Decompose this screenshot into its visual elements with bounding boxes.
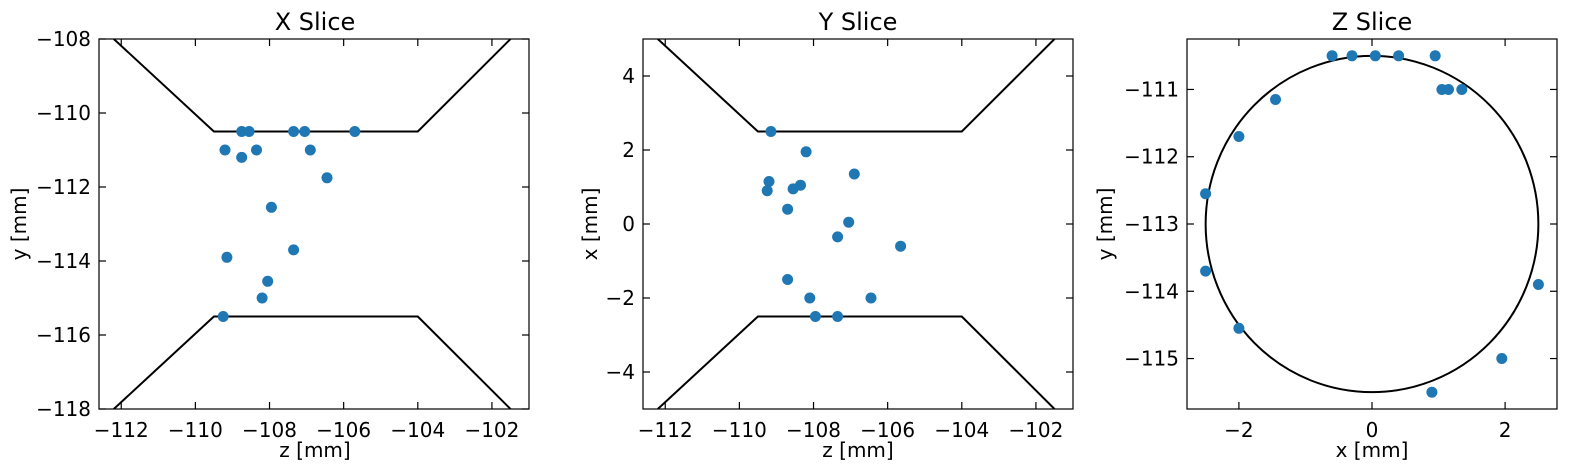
x-slice-x-tick-label: −108 <box>242 418 297 442</box>
x-slice-data-point <box>288 244 300 256</box>
z-slice-data-point <box>1200 265 1212 277</box>
y-slice-y-tick-label: −2 <box>606 286 635 310</box>
x-slice-data-point <box>321 172 333 184</box>
y-slice-data-point <box>809 311 821 322</box>
y-slice-y-axis-label: x [mm] <box>578 188 602 261</box>
z-slice-y-tick-label: −115 <box>1124 347 1179 371</box>
x-slice-x-tick-label: −102 <box>464 418 519 442</box>
z-slice-x-tick-label: 2 <box>1499 418 1512 442</box>
y-slice-x-tick-label: −104 <box>934 418 989 442</box>
y-slice-y-tick-label: 4 <box>622 64 635 88</box>
z-slice-data-point <box>1426 386 1438 398</box>
x-slice-boundary-line-lower <box>113 315 512 409</box>
y-slice-data-point <box>782 203 794 215</box>
z-slice-data-point <box>1233 131 1245 142</box>
x-slice-boundary-line-upper <box>113 39 512 133</box>
y-slice-x-tick-label: −108 <box>786 418 841 442</box>
x-slice-y-tick-label: −114 <box>36 249 91 273</box>
y-slice-boundary-line-lower <box>657 315 1056 409</box>
x-slice-title: X Slice <box>275 8 356 36</box>
y-slice-data-point <box>832 231 844 243</box>
z-slice-title: Z Slice <box>1332 8 1413 36</box>
y-slice-y-tick-label: −4 <box>606 360 635 384</box>
x-slice-y-tick-label: −116 <box>36 323 91 347</box>
z-slice-y-tick-label: −113 <box>1124 212 1179 236</box>
z-slice-y-tick-label: −112 <box>1124 145 1179 169</box>
z-slice-data-point <box>1326 50 1338 62</box>
y-slice-data-point <box>782 274 794 285</box>
z-slice-data-point <box>1393 50 1405 62</box>
y-slice-x-tick-label: −102 <box>1008 418 1063 442</box>
x-slice-x-axis-label: z [mm] <box>279 438 350 462</box>
y-slice-data-point <box>765 126 777 137</box>
z-slice-data-point <box>1443 84 1454 95</box>
x-slice-data-point <box>221 251 233 263</box>
y-slice-data-point <box>787 183 799 195</box>
y-slice-y-tick-label: 0 <box>622 212 635 236</box>
z-slice-data-point <box>1270 94 1281 105</box>
x-slice-axes-frame <box>98 38 530 410</box>
y-slice-plot-area <box>657 39 1056 409</box>
x-slice-x-tick-label: −112 <box>94 418 149 442</box>
y-slice-x-tick-label: −112 <box>638 418 693 442</box>
z-slice-panel: Z Slice x [mm] y [mm] −2 0 2 −115 −114 −113 −1… <box>1093 8 1558 462</box>
y-slice-data-point <box>761 185 773 197</box>
x-slice-data-point <box>262 275 274 287</box>
x-slice-data-point <box>304 144 316 156</box>
z-slice-data-point <box>1496 353 1508 364</box>
z-slice-x-tick-label: 0 <box>1366 418 1379 442</box>
z-slice-boundary-circle <box>1204 54 1540 394</box>
y-slice-boundary-line-upper <box>657 39 1056 133</box>
y-slice-data-point <box>843 216 855 228</box>
x-slice-data-point <box>288 126 300 137</box>
y-slice-x-tick-label: −106 <box>860 418 915 442</box>
z-slice-y-tick-label: −114 <box>1124 279 1179 303</box>
y-slice-data-point <box>848 168 860 180</box>
x-slice-y-tick-label: −118 <box>36 397 91 421</box>
y-slice-axes-frame <box>642 38 1074 410</box>
y-slice-x-axis-label: z [mm] <box>822 438 893 462</box>
z-slice-data-point <box>1346 50 1358 62</box>
x-slice-data-point <box>243 126 255 137</box>
x-slice-data-point <box>349 126 361 137</box>
x-slice-y-tick-label: −108 <box>36 27 91 51</box>
x-slice-x-tick-label: −104 <box>390 418 445 442</box>
x-slice-data-point <box>265 201 277 213</box>
z-slice-data-point <box>1233 322 1245 334</box>
x-slice-data-point <box>299 126 311 137</box>
z-slice-y-tick-label: −111 <box>1124 77 1179 101</box>
y-slice-data-point <box>804 292 816 304</box>
x-slice-panel: X Slice z [mm] y [mm] −112 −110 −108 −106 −1… <box>7 8 530 462</box>
y-slice-data-point <box>895 240 907 252</box>
y-slice-x-tick-label: −110 <box>712 418 767 442</box>
z-slice-data-point <box>1456 84 1468 95</box>
z-slice-data-point <box>1532 279 1544 290</box>
x-slice-plot-area <box>113 39 512 409</box>
x-slice-data-point <box>236 151 248 163</box>
x-slice-data-point <box>219 144 231 156</box>
z-slice-data-point <box>1369 50 1381 62</box>
z-slice-plot-area <box>1200 50 1544 398</box>
y-slice-data-point <box>832 311 844 322</box>
x-slice-x-tick-label: −106 <box>316 418 371 442</box>
z-slice-data-point <box>1200 188 1212 200</box>
z-slice-x-axis-label: x [mm] <box>1336 438 1409 462</box>
x-slice-x-tick-label: −110 <box>168 418 223 442</box>
z-slice-y-axis-label: y [mm] <box>1093 188 1117 261</box>
z-slice-data-point <box>1429 50 1441 62</box>
y-slice-panel: Y Slice z [mm] x [mm] −112 −110 −108 −106 −1… <box>578 8 1074 462</box>
x-slice-data-point <box>217 311 229 322</box>
x-slice-data-point <box>256 292 268 304</box>
y-slice-data-point <box>800 146 812 158</box>
x-slice-y-axis-label: y [mm] <box>7 188 31 261</box>
x-slice-y-tick-label: −112 <box>36 175 91 199</box>
x-slice-data-point <box>251 144 262 156</box>
y-slice-data-point <box>865 292 877 304</box>
z-slice-x-tick-label: −2 <box>1224 418 1253 442</box>
x-slice-y-tick-label: −110 <box>36 101 91 125</box>
y-slice-y-tick-label: 2 <box>622 138 635 162</box>
y-slice-title: Y Slice <box>818 8 898 36</box>
y-slice-data-point <box>763 176 775 187</box>
